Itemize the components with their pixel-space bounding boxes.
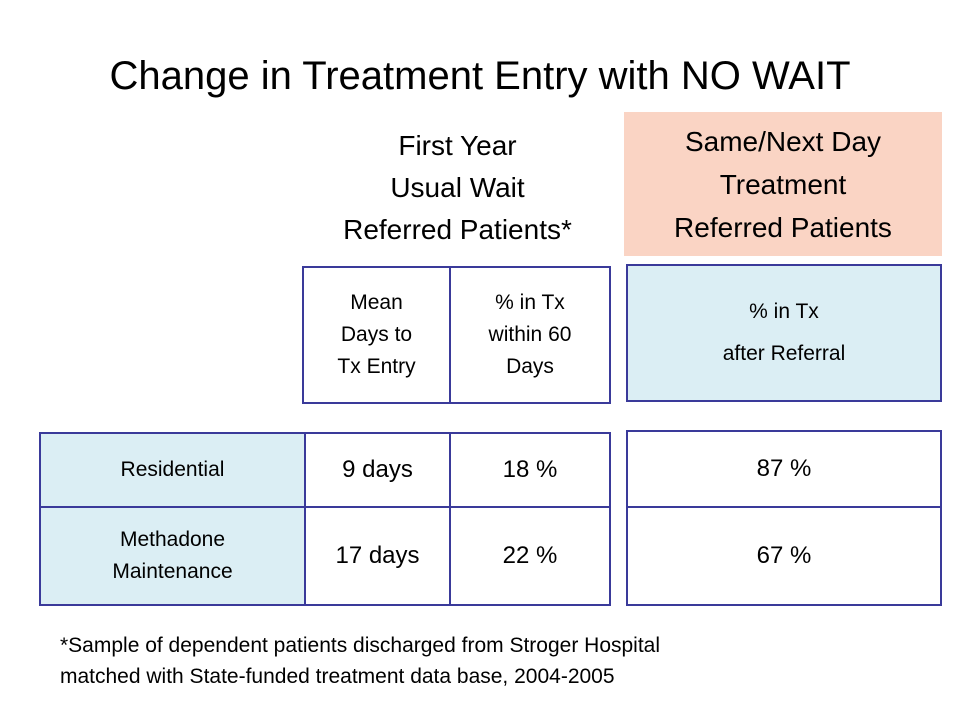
pct-in-tx-60-header: % in Tx within 60 Days <box>449 266 611 404</box>
header-line: Days <box>506 355 554 378</box>
usual-wait-header-line: Usual Wait <box>390 172 525 203</box>
table-row: 87 % <box>626 430 942 508</box>
same-next-day-header-line: Referred Patients <box>674 212 892 243</box>
footnote-line: matched with State-funded treatment data… <box>60 665 615 688</box>
table-row: 67 % <box>626 506 942 606</box>
pct-after-referral-header: % in Tx after Referral <box>626 264 942 402</box>
row-label-line: Methadone <box>119 528 226 551</box>
slide-title: Change in Treatment Entry with NO WAIT <box>109 54 851 98</box>
pct-after-referral-cell: 87 % <box>626 430 942 508</box>
table-row: Methadone Maintenance 17 days 22 % <box>39 506 611 606</box>
same-next-day-header-line: Treatment <box>719 169 847 200</box>
row-label-line: Residential <box>120 458 225 481</box>
mean-days-header: Mean Days to Tx Entry <box>302 266 451 404</box>
footnote-line: *Sample of dependent patients discharged… <box>60 634 661 657</box>
same-next-day-header: Same/Next Day Treatment Referred Patient… <box>624 112 942 256</box>
header-line: % in Tx <box>495 291 565 314</box>
usual-wait-header: First Year Usual Wait Referred Patients* <box>300 125 615 251</box>
header-line: after Referral <box>722 342 846 365</box>
header-line: % in Tx <box>749 300 819 323</box>
pct-after-referral-cell: 67 % <box>626 506 942 606</box>
pct-in-tx-60-cell: 18 % <box>449 432 611 508</box>
row-label: Residential <box>39 432 306 508</box>
header-line: Mean <box>350 291 403 314</box>
header-line: Tx Entry <box>337 355 416 378</box>
header-line: within 60 <box>488 323 572 346</box>
pct-in-tx-60-cell: 22 % <box>449 506 611 606</box>
same-next-day-column-header: % in Tx after Referral <box>626 264 942 402</box>
same-next-day-table: 87 % 67 % <box>626 430 942 606</box>
footnote: *Sample of dependent patients discharged… <box>60 630 920 692</box>
row-label-line: Maintenance <box>112 560 233 583</box>
table-row: Residential 9 days 18 % <box>39 432 611 508</box>
usual-wait-table: Residential 9 days 18 % Methadone Mainte… <box>39 432 611 606</box>
usual-wait-header-line: First Year <box>398 130 517 161</box>
same-next-day-header-line: Same/Next Day <box>684 126 882 157</box>
usual-wait-header-line: Referred Patients* <box>343 214 572 245</box>
mean-days-cell: 17 days <box>304 506 451 606</box>
mean-days-cell: 9 days <box>304 432 451 508</box>
header-line: Days to <box>340 323 413 346</box>
usual-wait-column-headers: Mean Days to Tx Entry % in Tx within 60 … <box>302 266 611 404</box>
row-label: Methadone Maintenance <box>39 506 306 606</box>
